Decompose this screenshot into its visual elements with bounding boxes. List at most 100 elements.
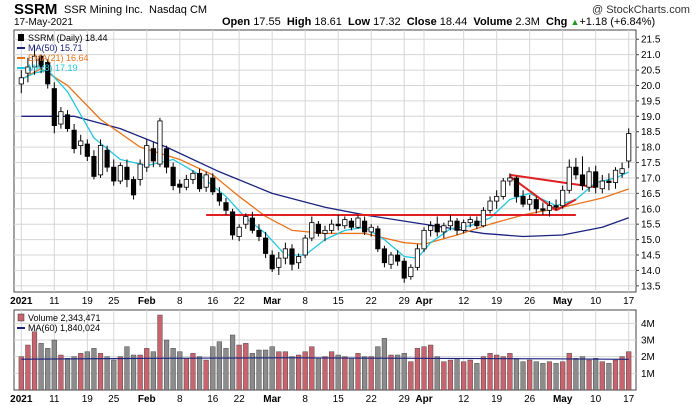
volume-bar — [421, 346, 427, 391]
date-tick-label: 29 — [399, 394, 411, 405]
legend-ema21: EMA(21) 16.64 — [28, 53, 89, 63]
price-panel-frame — [13, 29, 637, 293]
candle-body — [249, 217, 255, 231]
volume-bar — [375, 346, 381, 391]
volume-bar — [229, 334, 236, 391]
volume-bar — [533, 361, 539, 391]
date-tick-label: 10 — [590, 394, 602, 405]
candle-body — [296, 256, 302, 264]
volume-bar — [593, 358, 599, 391]
date-tick-label: Apr — [415, 394, 432, 405]
candle-body — [573, 166, 579, 176]
candle-body — [447, 220, 454, 227]
candle-body — [315, 223, 321, 234]
volume-bar — [216, 341, 222, 391]
legend-ma8: MA(8) 17.19 — [28, 63, 78, 73]
volume-bar — [190, 353, 196, 391]
date-tick-label: Feb — [138, 394, 156, 405]
volume-bar — [302, 351, 308, 391]
candle-body — [45, 61, 51, 85]
volume-bar — [520, 361, 526, 391]
legend-swatch — [17, 313, 25, 322]
volume-bar — [507, 353, 513, 391]
price-tick-label: 19.0 — [641, 112, 661, 123]
candle-body — [494, 196, 500, 202]
volume-bar — [263, 349, 269, 391]
low-label: Low — [348, 16, 371, 28]
volume-bar — [236, 344, 242, 391]
volume-bar — [124, 346, 130, 391]
volume-bar — [64, 358, 71, 391]
volume-bar — [289, 356, 295, 391]
ohlc-summary: Open 17.55 High 18.61 Low 17.32 Close 18… — [222, 16, 655, 28]
volume-bar — [355, 353, 361, 391]
candle-body — [71, 129, 77, 150]
date-tick-label: 16 — [207, 296, 219, 307]
volume-bar — [243, 343, 249, 391]
candle-body — [58, 111, 64, 125]
volume-bar — [58, 354, 64, 391]
volume-bar — [401, 353, 407, 391]
chart-date: 17-May-2021 — [14, 17, 73, 28]
date-tick-label: 15 — [333, 394, 345, 405]
candle-body — [388, 254, 394, 265]
price-tick-label: 16.0 — [641, 204, 661, 215]
candle-body — [64, 114, 71, 130]
stockcharts-brand: @ StockCharts.com — [592, 4, 690, 16]
volume-bar — [97, 353, 104, 391]
date-tick-label: 26 — [524, 394, 536, 405]
candle-body — [190, 172, 196, 180]
candle-body — [137, 163, 143, 180]
volume-value: 2.3M — [515, 16, 540, 28]
volume-bar — [527, 359, 533, 391]
candle-body — [586, 171, 592, 188]
volume-bar — [130, 354, 137, 391]
volume-bar — [414, 348, 421, 391]
volume-bar — [104, 356, 110, 391]
volume-bar — [500, 356, 506, 391]
candle-body — [117, 165, 123, 182]
date-tick-label: 22 — [234, 394, 246, 405]
volume-bar — [487, 353, 493, 391]
legend-ma50: MA(50) 15.71 — [28, 43, 83, 53]
ticker-symbol: SSRM — [14, 1, 58, 18]
volume-bar — [210, 346, 216, 391]
candle-body — [157, 120, 163, 165]
volume-bar — [137, 354, 143, 391]
candle-body — [322, 229, 328, 234]
date-tick-label: 19 — [491, 394, 503, 405]
volume-bar — [368, 356, 374, 391]
candle-body — [289, 248, 295, 265]
volume-tick-label: 2M — [641, 352, 655, 363]
candle-body — [507, 177, 513, 182]
volume-bar — [144, 348, 150, 391]
volume-bar — [31, 331, 38, 391]
volume-bar — [579, 356, 586, 391]
volume-bar — [223, 348, 229, 391]
candle-body — [441, 225, 447, 233]
exchange-label: Nasdaq CM — [149, 4, 208, 16]
date-tick-label: 8 — [177, 394, 183, 405]
volume-bar — [315, 358, 321, 391]
date-tick-label: 12 — [458, 394, 470, 405]
price-tick-label: 20.0 — [641, 81, 661, 92]
volume-bar — [177, 351, 183, 391]
candle-body — [256, 229, 262, 237]
volume-ma60-line — [21, 357, 629, 360]
volume-bar — [428, 344, 434, 391]
volume-bar — [203, 359, 209, 391]
chart-header: SSRM SSR Mining Inc. Nasdaq CM 17-May-20… — [0, 0, 700, 30]
volume-bar — [388, 354, 394, 391]
low-value: 17.32 — [373, 16, 401, 28]
volume-bar — [461, 361, 467, 391]
price-candles — [18, 45, 632, 283]
candle-body — [434, 223, 440, 233]
volume-bar — [441, 361, 447, 391]
volume-bar — [540, 363, 546, 391]
candle-body — [606, 180, 612, 183]
price-tick-label: 17.5 — [641, 158, 661, 169]
candle-body — [236, 226, 242, 237]
volume-bar — [447, 359, 454, 391]
volume-bar — [322, 356, 328, 391]
date-tick-label: 19 — [491, 296, 503, 307]
